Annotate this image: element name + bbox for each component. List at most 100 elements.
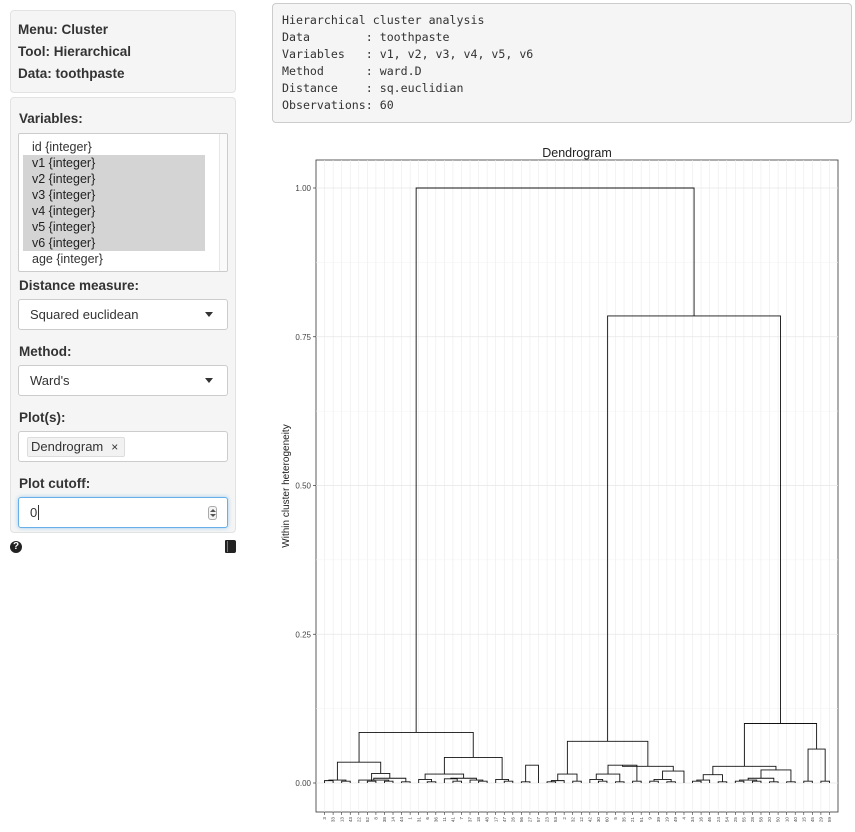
x-tick-label: 54 [724, 817, 729, 823]
y-tick-label: 1.00 [295, 184, 311, 193]
text-cursor [38, 505, 40, 520]
chevron-down-icon [205, 378, 213, 383]
x-tick-label: 20 [767, 817, 772, 823]
menu-label: Menu: Cluster [18, 22, 109, 37]
x-tick-label: 43 [348, 817, 353, 823]
y-tick-label: 0.50 [295, 482, 311, 491]
chevron-down-icon [205, 312, 213, 317]
x-tick-label: 13 [339, 817, 344, 823]
x-tick-label: 4 [682, 817, 687, 820]
x-tick-label: 2 [562, 817, 567, 820]
x-tick-label: 55 [741, 817, 746, 823]
method-label: Method: [19, 344, 72, 359]
x-tick-label: 14 [391, 817, 396, 823]
x-tick-label: 29 [818, 817, 823, 823]
method-value: Ward's [30, 373, 70, 388]
x-tick-label: 28 [750, 817, 755, 823]
method-select[interactable]: Ward's [18, 365, 228, 396]
x-tick-label: 57 [536, 817, 541, 823]
x-tick-label: 23 [545, 817, 550, 823]
x-tick-label: 48 [485, 817, 490, 823]
summary-line: Data : toothpaste [282, 30, 450, 44]
variable-option[interactable]: v5 {integer} [23, 219, 205, 235]
x-tick-label: 44 [399, 817, 404, 823]
x-tick-label: 18 [476, 817, 481, 823]
x-tick-label: 56 [519, 817, 524, 823]
x-tick-label: 6 [425, 817, 430, 820]
x-tick-label: 52 [365, 817, 370, 823]
tool-label: Tool: Hierarchical [18, 44, 132, 59]
variable-option[interactable]: v4 {integer} [23, 203, 205, 219]
plot-tag-dendrogram: Dendrogram × [27, 437, 126, 457]
x-tick-label: 35 [622, 817, 627, 823]
variable-option[interactable]: v1 {integer} [23, 155, 205, 171]
variable-option[interactable]: v3 {integer} [23, 187, 205, 203]
y-axis: 0.00 0.25 0.50 0.75 1.00 [295, 184, 316, 788]
x-tick-label: 8 [374, 817, 379, 820]
variable-option[interactable]: v6 {integer} [23, 235, 205, 251]
x-tick-label: 50 [776, 817, 781, 823]
y-tick-label: 0.00 [295, 779, 311, 788]
x-tick-label: 30 [596, 817, 601, 823]
variable-option[interactable]: age {integer} [32, 252, 103, 266]
x-tick-label: 60 [605, 817, 610, 823]
number-spinner-icon[interactable] [208, 506, 217, 520]
x-tick-label: 11 [442, 817, 447, 822]
plot-panel [315, 159, 839, 813]
variables-label: Variables: [19, 111, 83, 126]
remove-tag-icon[interactable]: × [111, 440, 119, 454]
x-tick-label: 15 [801, 817, 806, 823]
variables-scrollbar[interactable] [219, 134, 227, 271]
x-tick-label: 34 [690, 817, 695, 823]
x-tick-label: 9 [647, 817, 652, 820]
x-tick-label: 22 [356, 817, 361, 823]
x-tick-label: 10 [784, 817, 789, 823]
x-tick-label: 36 [433, 817, 438, 823]
plot-cutoff-input[interactable]: 0 [18, 497, 228, 528]
help-icon[interactable]: ? [10, 541, 22, 553]
dendrogram-branch [415, 187, 695, 733]
variables-select[interactable]: id {integer} v1 {integer} v2 {integer} v3 {… [18, 133, 228, 272]
x-tick-label: 58 [759, 817, 764, 823]
dendrogram-branch [525, 764, 539, 783]
x-tick-label: 45 [810, 817, 815, 823]
x-tick-label: 46 [707, 817, 712, 823]
plots-label: Plot(s): [19, 410, 66, 425]
grid [316, 160, 838, 812]
info-panel: Menu: Cluster Tool: Hierarchical Data: t… [10, 10, 236, 93]
x-tick-label: 53 [553, 817, 558, 823]
variable-option[interactable]: v2 {integer} [23, 171, 205, 187]
x-tick-label: 17 [493, 817, 498, 823]
x-tick-label: 19 [664, 817, 669, 823]
chart-title: Dendrogram [542, 146, 611, 160]
x-tick-label: 25 [733, 817, 738, 823]
dendrogram-branches [324, 187, 830, 783]
dendrogram-chart: 0.000.250.500.751.00 3 33 13 43 22 52 8 38 14 44 1… [281, 146, 839, 823]
data-label: Data: toothpaste [18, 66, 125, 81]
x-tick-label: 33 [331, 817, 336, 823]
x-tick-label: 12 [579, 817, 584, 823]
summary-line: Hierarchical cluster analysis [282, 13, 485, 27]
x-tick-label: 27 [528, 817, 533, 823]
x-tick-label: 5 [613, 817, 618, 820]
x-tick-label: 1 [408, 817, 413, 820]
x-tick-label: 21 [630, 817, 635, 823]
summary-line: Observations: 60 [282, 98, 394, 112]
distance-select[interactable]: Squared euclidean [18, 299, 228, 330]
x-tick-label: 49 [673, 817, 678, 823]
x-tick-label: 26 [510, 817, 515, 823]
y-tick-label: 0.75 [295, 333, 311, 342]
y-axis-label: Within cluster heterogeneity [281, 424, 292, 547]
x-tick-label: 51 [639, 817, 644, 823]
variable-option[interactable]: id {integer} [32, 140, 92, 154]
summary-line: Distance : sq.euclidian [282, 81, 464, 95]
plot-cutoff-value: 0 [30, 505, 38, 520]
report-icon[interactable] [225, 540, 236, 553]
summary-line: Method : ward.D [282, 64, 422, 78]
plots-select[interactable]: Dendrogram × [18, 431, 228, 462]
distance-value: Squared euclidean [30, 307, 139, 322]
x-tick-label: 59 [827, 817, 832, 823]
x-tick-label: 3 [322, 817, 327, 820]
cutoff-label: Plot cutoff: [19, 476, 91, 491]
y-tick-label: 0.25 [295, 630, 311, 639]
